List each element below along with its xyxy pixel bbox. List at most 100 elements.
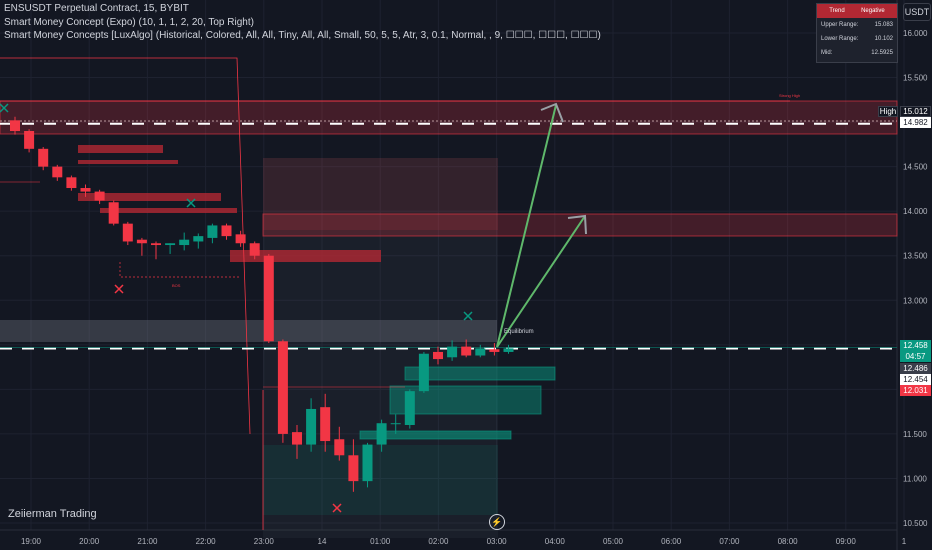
candle-body-down xyxy=(80,188,91,192)
trend-table-header: Trend Negative xyxy=(817,4,897,18)
candle-body-up xyxy=(362,444,373,482)
lower-range-label: Lower Range: xyxy=(821,36,859,42)
candle-body-down xyxy=(151,243,161,246)
x-tick-label: 09:00 xyxy=(836,537,857,546)
y-tick-label: 15.500 xyxy=(903,74,928,83)
candle-body-down xyxy=(334,439,345,456)
projection-arrow-mid xyxy=(496,215,586,348)
upper-range-row: Upper Range: 15.083 xyxy=(817,18,897,32)
marker-low-x xyxy=(332,503,342,513)
candle-body-up xyxy=(193,236,204,242)
candle-body-down xyxy=(263,255,274,342)
bos-label: BOS xyxy=(172,283,181,288)
x-tick-label: 23:00 xyxy=(254,537,275,546)
candle-body-down xyxy=(108,202,119,224)
candle-body-up xyxy=(404,391,415,425)
countdown-label: 04:57 xyxy=(900,351,931,362)
range-top-line xyxy=(0,57,251,435)
y-tick-label: 10.500 xyxy=(903,519,928,528)
projection-arrowhead-mid xyxy=(567,214,587,235)
mid-value: 12.5925 xyxy=(871,50,893,56)
upper-range-label: Upper Range: xyxy=(821,22,859,28)
projection-arrow-high xyxy=(496,104,557,348)
x-tick-label: 08:00 xyxy=(778,537,799,546)
equilibrium-zone xyxy=(0,320,497,342)
y-tick-label: 11.500 xyxy=(903,430,927,439)
candle-body-up xyxy=(165,243,176,246)
y-tick-label: 13.000 xyxy=(903,296,928,305)
symbol-title: ENSUSDT Perpetual Contract, 15, BYBIT xyxy=(4,3,189,14)
order-block-1 xyxy=(78,145,163,153)
high-tag: High xyxy=(878,106,898,117)
marker-high-x xyxy=(186,198,196,208)
demand-block-2 xyxy=(389,385,542,415)
bos-line xyxy=(119,262,240,278)
current-price-label: 12.458 xyxy=(900,340,931,351)
candle-body-down xyxy=(38,148,49,167)
price-label-b: 12.454 xyxy=(900,374,931,385)
indicator-luxalgo[interactable]: Smart Money Concepts [LuxAlgo] (Historic… xyxy=(4,30,601,41)
strong-high-label: Strong High xyxy=(779,93,800,98)
x-tick-label: 03:00 xyxy=(487,537,508,546)
premium-zone xyxy=(263,158,498,230)
x-tick-label: 22:00 xyxy=(196,537,217,546)
order-block-4 xyxy=(100,208,237,213)
candlestick-series xyxy=(10,116,514,492)
candle-body-up xyxy=(306,408,317,445)
candle-body-up xyxy=(207,225,218,238)
candle-body-down xyxy=(24,131,35,149)
candle-body-down xyxy=(235,234,246,244)
y-axis: 16.00015.50015.00014.50014.00013.50013.0… xyxy=(903,29,928,528)
candle-body-up xyxy=(179,239,190,246)
trend-col-label: Trend xyxy=(829,8,845,14)
watermark: Zeiierman Trading xyxy=(8,508,97,520)
equilibrium-label: Equilibrium xyxy=(504,329,534,335)
upper-range-value: 15.083 xyxy=(874,22,893,28)
grid-lines xyxy=(0,0,905,550)
candle-body-down xyxy=(348,455,359,482)
x-tick-label: 20:00 xyxy=(79,537,100,546)
y-tick-label: 11.000 xyxy=(903,474,927,483)
trend-col-value: Negative xyxy=(861,8,885,14)
y-tick-label: 13.500 xyxy=(903,252,928,261)
x-tick-label: 06:00 xyxy=(661,537,682,546)
price-label-c: 12.031 xyxy=(900,385,931,396)
candle-body-down xyxy=(122,223,133,242)
candle-body-down xyxy=(221,225,232,237)
order-block-2 xyxy=(78,160,178,164)
lower-range-row: Lower Range: 10.102 xyxy=(817,32,897,46)
candle-body-down xyxy=(277,341,288,434)
x-axis: 19:00 20:00 21:00 22:00 23:00 14 01:00 02:00 03:… xyxy=(21,537,907,546)
candle-body-down xyxy=(136,239,147,244)
discount-zone xyxy=(263,445,498,515)
order-block-3 xyxy=(78,193,221,201)
mid-row: Mid: 12.5925 xyxy=(817,46,897,60)
marker-high-x xyxy=(0,103,9,113)
demand-block-1 xyxy=(404,366,556,381)
x-tick-label: 14 xyxy=(318,537,327,546)
x-tick-label: 21:00 xyxy=(137,537,158,546)
candle-body-down xyxy=(52,166,63,178)
currency-button[interactable]: USDT xyxy=(903,3,931,21)
x-tick-label: 02:00 xyxy=(428,537,449,546)
indicator-expo[interactable]: Smart Money Concept (Expo) (10, 1, 1, 2,… xyxy=(4,17,254,28)
candle-body-down xyxy=(320,407,331,442)
candle-body-up xyxy=(418,353,429,392)
candle-body-up xyxy=(503,348,514,352)
x-tick-label: 04:00 xyxy=(545,537,566,546)
lightning-icon[interactable]: ⚡ xyxy=(489,514,505,530)
candle-body-down xyxy=(66,177,77,189)
marker-low-x xyxy=(114,284,124,294)
candle-body-down xyxy=(292,432,302,445)
trend-table: Trend Negative Upper Range: 15.083 Lower… xyxy=(816,3,898,63)
x-tick-label: 01:00 xyxy=(370,537,391,546)
candle-body-down xyxy=(249,243,260,256)
x-tick-label: 05:00 xyxy=(603,537,624,546)
candle-body-up xyxy=(447,346,458,358)
candle-body-down xyxy=(489,349,500,352)
candle-body-down xyxy=(94,191,105,201)
candle-body-down xyxy=(10,120,20,131)
upper-line-label: 14.982 xyxy=(900,117,931,128)
candle-body-up xyxy=(475,348,486,356)
